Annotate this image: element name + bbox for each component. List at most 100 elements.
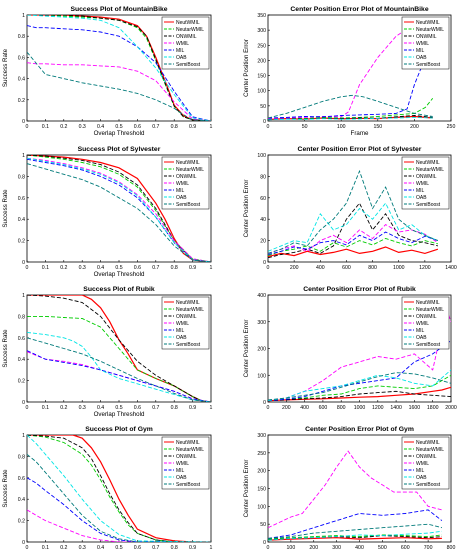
x-tick-label: 0.3: [79, 124, 86, 130]
y-tick-label: 80: [260, 174, 266, 180]
x-tick-label: 0.7: [152, 124, 159, 130]
series-neutwmil-line: [27, 155, 211, 262]
chart-title: Center Position Error Plot of Rubik: [303, 286, 416, 293]
y-axis-label: Success Rate: [2, 469, 9, 508]
x-tick-label: 0.9: [189, 405, 196, 411]
chart-title: Success Plot of Rubik: [83, 286, 155, 293]
legend-label: WMIL: [176, 461, 189, 467]
legend-label: MIL: [176, 328, 185, 334]
x-tick-label: 1600: [409, 405, 421, 411]
series-mil-line: [27, 158, 211, 262]
series-mil-line: [268, 509, 443, 539]
legend-label: OAB: [416, 55, 427, 61]
series-semiboost-line: [27, 51, 211, 121]
y-axis-label: Success Rate: [2, 189, 9, 228]
y-tick-label: 0: [263, 119, 266, 125]
x-tick-label: 0.2: [60, 265, 67, 271]
series-wmil-line: [268, 224, 439, 254]
x-tick-label: 0.6: [134, 124, 141, 130]
legend-label: MIL: [176, 468, 185, 474]
legend-label: ONWMIL: [416, 34, 437, 40]
y-tick-label: 0.8: [18, 174, 25, 180]
x-tick-label: 200: [410, 124, 419, 130]
legend-label: OAB: [416, 195, 427, 201]
series-mil-line: [27, 477, 211, 542]
legend-label: MIL: [416, 468, 425, 474]
legend-label: NeutarWMIL: [176, 167, 204, 173]
legend-label: WMIL: [416, 321, 429, 327]
y-tick-label: 100: [257, 504, 266, 510]
y-tick-label: 0: [22, 260, 25, 266]
series-wmil-line: [268, 450, 443, 529]
x-tick-label: 0.9: [189, 545, 196, 550]
x-tick-label: 150: [373, 124, 382, 130]
legend-label: ONWMIL: [176, 34, 197, 40]
y-tick-label: 300: [257, 28, 266, 34]
legend-label: WMIL: [416, 41, 429, 47]
x-axis-label: Overlap Threshold: [94, 411, 145, 418]
legend-label: WMIL: [416, 461, 429, 467]
y-tick-label: 1: [22, 153, 25, 159]
x-tick-label: 400: [316, 265, 325, 271]
x-tick-label: 0.1: [42, 265, 49, 271]
series-semiboost-line: [27, 163, 211, 262]
x-tick-label: 0.8: [171, 405, 178, 411]
y-tick-label: 0: [263, 260, 266, 266]
x-tick-label: 1000: [354, 405, 366, 411]
legend-label: OAB: [416, 475, 427, 481]
x-tick-label: 600: [401, 545, 410, 550]
chart-title: Center Position Error Plot of MountainBi…: [290, 6, 428, 13]
y-tick-label: 350: [257, 13, 266, 19]
chart-title: Center Position Error Plot of Gym: [305, 426, 414, 433]
series-wmil-line: [268, 17, 426, 120]
x-tick-label: 1: [210, 265, 213, 271]
y-axis-label: Center Position Error: [243, 320, 250, 378]
legend-label: SemiBoost: [176, 342, 201, 348]
y-tick-label: 0.2: [18, 239, 25, 245]
x-tick-label: 0.7: [152, 405, 159, 411]
series-mil-line: [268, 231, 439, 255]
y-tick-label: 300: [257, 320, 266, 326]
x-tick-label: 400: [355, 545, 364, 550]
x-tick-label: 700: [424, 545, 433, 550]
y-tick-label: 0: [22, 540, 25, 546]
chart-5: Center Position Error Plot of Rubik 0 200 4…: [243, 286, 457, 411]
y-tick-label: 50: [260, 522, 266, 528]
x-tick-label: 800: [447, 545, 456, 550]
x-tick-label: 300: [332, 545, 341, 550]
series-onwmil-line: [27, 155, 211, 262]
legend-label: ONWMIL: [416, 454, 437, 460]
legend-label: OAB: [176, 195, 187, 201]
legend-label: NeutarWMIL: [176, 27, 204, 33]
x-tick-label: 200: [309, 545, 318, 550]
legend-label: NeutWMIL: [176, 440, 200, 446]
y-tick-label: 1: [22, 13, 25, 19]
series-semiboost-line: [268, 372, 451, 401]
y-tick-label: 0: [263, 400, 266, 406]
y-tick-label: 0.8: [18, 34, 25, 40]
series-semiboost-line: [268, 523, 443, 539]
x-tick-label: 0.4: [97, 545, 104, 550]
x-tick-label: 0: [26, 265, 29, 271]
series-neutarwmil-line: [268, 534, 442, 540]
x-tick-label: 250: [447, 124, 456, 130]
series-neutwmil-line: [27, 435, 211, 542]
series-neutarwmil-line: [268, 98, 434, 120]
x-tick-label: 2000: [445, 405, 457, 411]
x-tick-label: 0: [26, 405, 29, 411]
y-tick-label: 0.4: [18, 357, 25, 363]
series-oab-line: [268, 116, 433, 121]
legend-label: WMIL: [176, 321, 189, 327]
legend-label: NeutarWMIL: [176, 447, 204, 453]
legend-label: NeutWMIL: [416, 300, 440, 306]
legend-label: NeutarWMIL: [416, 447, 444, 453]
y-tick-label: 0: [22, 400, 25, 406]
x-tick-label: 0.6: [134, 545, 141, 550]
legend-label: NeutWMIL: [416, 440, 440, 446]
x-axis-label: Frame: [351, 130, 369, 137]
series-oab-line: [268, 202, 439, 252]
x-tick-label: 0: [267, 265, 270, 271]
legend-label: NeutWMIL: [176, 300, 200, 306]
y-tick-label: 150: [257, 74, 266, 80]
